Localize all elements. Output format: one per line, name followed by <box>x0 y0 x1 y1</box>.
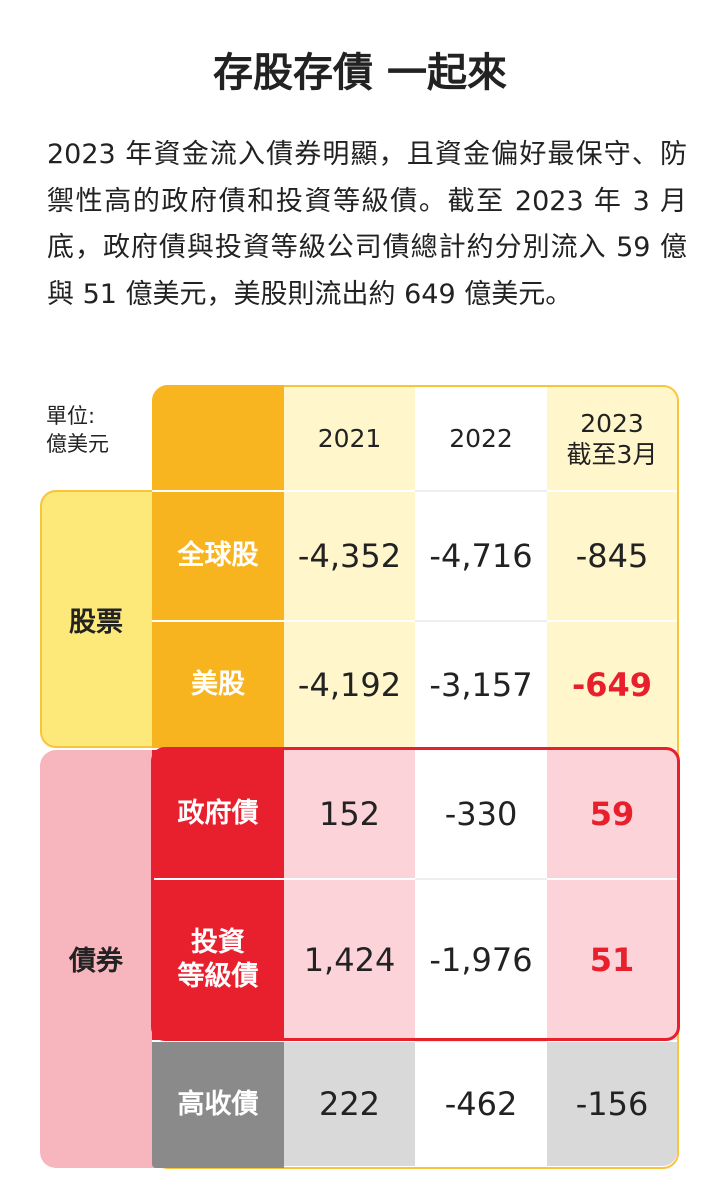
cell-value: -462 <box>444 1085 518 1123</box>
row-label: 美股 <box>152 620 284 748</box>
table-cell: -4,192 <box>284 620 415 748</box>
column-header-text: 截至3月 <box>566 439 658 469</box>
cell-value: -4,716 <box>429 537 533 575</box>
table-cell: 51 <box>547 878 677 1040</box>
row-label-text: 美股 <box>191 669 245 700</box>
column-header-text: 2022 <box>449 424 513 453</box>
description: 2023 年資金流入債券明顯，且資金偏好最保守、防禦性高的政府債和投資等級債。截… <box>47 139 687 310</box>
table-cell: -4,716 <box>415 490 547 620</box>
column-header-text: 2023 <box>580 408 644 438</box>
group-label: 債券 <box>40 748 152 1168</box>
row-label-text: 高收債 <box>177 1089 259 1120</box>
title: 存股存債 一起來 <box>213 50 507 96</box>
table-cell: -4,352 <box>284 490 415 620</box>
row-label-text: 全球股 <box>177 540 259 571</box>
stock-group <box>40 490 170 748</box>
group-label-text: 股票 <box>69 606 123 638</box>
bond-group <box>40 750 170 1168</box>
column-header-text: 2021 <box>317 424 382 453</box>
table-cell: -845 <box>547 490 677 620</box>
unit-label: 億美元 <box>46 432 109 456</box>
cell-value: -4,352 <box>297 537 402 575</box>
header-corner <box>152 385 284 490</box>
column-header: 2023 截至3月 <box>547 387 677 490</box>
group-label-text: 債券 <box>69 945 123 977</box>
unit-label: 單位: <box>46 404 96 428</box>
table-cell: -156 <box>547 1040 677 1166</box>
cell-value: 1,424 <box>303 941 396 979</box>
cell-value: -1,976 <box>429 941 533 979</box>
table-cell: -1,976 <box>415 878 547 1040</box>
row-label-text: 投資 <box>191 927 245 958</box>
row-label-text: 政府債 <box>177 798 259 829</box>
table-cell: 1,424 <box>284 878 415 1040</box>
cell-value: -4,192 <box>297 666 402 704</box>
highlight-frame <box>151 747 680 1041</box>
table-cell: -462 <box>415 1040 547 1166</box>
table-cell: -3,157 <box>415 620 547 748</box>
table-cell: -649 <box>547 620 677 748</box>
cell-value: -156 <box>575 1085 649 1123</box>
cell-value: -330 <box>444 795 518 833</box>
column-header: 2021 <box>284 387 415 490</box>
cell-value: -3,157 <box>429 666 533 704</box>
cell-value: -845 <box>575 537 649 575</box>
group-label: 股票 <box>40 490 152 748</box>
row-label: 投資 等級債 <box>152 878 284 1040</box>
cell-value: 222 <box>318 1085 381 1123</box>
cell-value: -649 <box>571 666 653 704</box>
cell-value: 59 <box>589 795 635 833</box>
table-cell: 222 <box>284 1040 415 1166</box>
row-label: 全球股 <box>152 490 284 620</box>
cell-value: 152 <box>318 795 381 833</box>
row-label-text: 等級債 <box>177 961 259 992</box>
table-cell: 59 <box>547 748 677 878</box>
row-label: 政府債 <box>152 748 284 878</box>
row-label: 高收債 <box>152 1040 284 1168</box>
column-header: 2022 <box>415 387 547 490</box>
cell-value: 51 <box>589 941 635 979</box>
unit-cell: 單位: 億美元 <box>46 402 146 472</box>
